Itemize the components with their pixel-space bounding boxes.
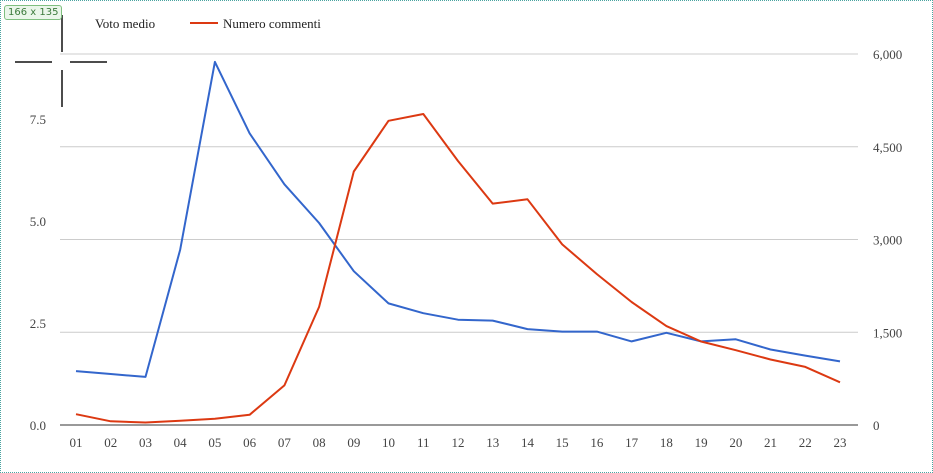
- x-tick-label: 06: [243, 435, 257, 450]
- right-tick-label: 6,000: [873, 47, 902, 62]
- legend-label-voto-medio: Voto medio: [95, 16, 155, 31]
- x-tick-label: 17: [625, 435, 639, 450]
- x-tick-label: 02: [104, 435, 117, 450]
- x-tick-label: 03: [139, 435, 152, 450]
- left-tick-label: 2.5: [30, 316, 46, 331]
- left-axis-ticks: 0.0 2.5 5.0 7.5: [30, 112, 46, 433]
- x-tick-label: 04: [174, 435, 188, 450]
- series-line-voto-medio: [75, 60, 841, 378]
- x-tick-label: 22: [799, 435, 812, 450]
- x-tick-label: 13: [486, 435, 499, 450]
- x-tick-label: 19: [695, 435, 708, 450]
- x-tick-label: 07: [278, 435, 292, 450]
- x-tick-label: 15: [556, 435, 569, 450]
- x-tick-label: 21: [764, 435, 777, 450]
- right-axis-ticks: 0 1,500 3,000 4,500 6,000: [873, 47, 902, 433]
- x-tick-label: 12: [452, 435, 465, 450]
- right-tick-label: 1,500: [873, 325, 902, 340]
- legend-label-numero-commenti: Numero commenti: [223, 16, 321, 31]
- x-tick-label: 11: [417, 435, 430, 450]
- crosshair-icon: [15, 15, 107, 107]
- selection-size-badge: 166 x 135: [4, 5, 63, 20]
- right-tick-label: 4,500: [873, 140, 902, 155]
- gridlines: [60, 53, 858, 426]
- left-tick-label: 0.0: [30, 418, 46, 433]
- x-axis-ticks: 01 02 03 04 05 06 07 08 09 10 11 12 13 14 15 16 17 18 19 20…: [70, 435, 847, 450]
- x-tick-label: 18: [660, 435, 673, 450]
- legend[interactable]: Voto medio Numero commenti: [95, 16, 321, 31]
- right-tick-label: 3,000: [873, 233, 902, 248]
- x-tick-label: 01: [70, 435, 83, 450]
- x-tick-label: 10: [382, 435, 395, 450]
- x-tick-label: 09: [347, 435, 360, 450]
- series-line-numero-commenti: [75, 113, 841, 424]
- x-tick-label: 14: [521, 435, 535, 450]
- x-tick-label: 05: [208, 435, 221, 450]
- x-tick-label: 23: [834, 435, 847, 450]
- x-tick-label: 16: [590, 435, 604, 450]
- right-tick-label: 0: [873, 418, 880, 433]
- left-tick-label: 5.0: [30, 214, 46, 229]
- left-tick-label: 7.5: [30, 112, 46, 127]
- x-tick-label: 08: [313, 435, 326, 450]
- series-lines: [75, 60, 841, 424]
- x-tick-label: 20: [729, 435, 742, 450]
